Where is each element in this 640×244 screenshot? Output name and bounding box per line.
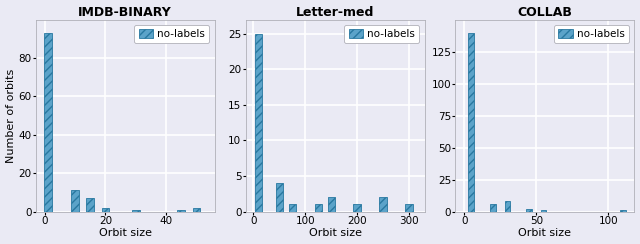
Y-axis label: Number of orbits: Number of orbits (6, 69, 15, 163)
Title: IMDB-BINARY: IMDB-BINARY (78, 6, 172, 19)
Bar (44, 33, 52, 212)
Bar (353, 204, 361, 212)
Bar (328, 197, 335, 212)
X-axis label: Orbit size: Orbit size (518, 228, 572, 238)
Bar (620, 210, 626, 212)
Bar (468, 32, 474, 212)
X-axis label: Orbit size: Orbit size (308, 228, 362, 238)
Bar (71, 190, 79, 212)
Bar (541, 210, 547, 212)
Bar (405, 204, 413, 212)
Bar (86, 198, 94, 212)
Title: Letter-med: Letter-med (296, 6, 374, 19)
Bar (132, 210, 140, 212)
Bar (255, 34, 262, 212)
Bar (276, 183, 283, 212)
Title: COLLAB: COLLAB (518, 6, 572, 19)
Bar (504, 201, 510, 212)
Bar (314, 204, 322, 212)
Bar (526, 209, 532, 212)
Bar (289, 204, 296, 212)
Legend: no-labels: no-labels (554, 25, 629, 43)
Bar (177, 210, 185, 212)
X-axis label: Orbit size: Orbit size (99, 228, 152, 238)
Legend: no-labels: no-labels (344, 25, 419, 43)
Bar (102, 208, 109, 212)
Legend: no-labels: no-labels (134, 25, 209, 43)
Bar (193, 208, 200, 212)
Bar (490, 204, 496, 212)
Bar (380, 197, 387, 212)
